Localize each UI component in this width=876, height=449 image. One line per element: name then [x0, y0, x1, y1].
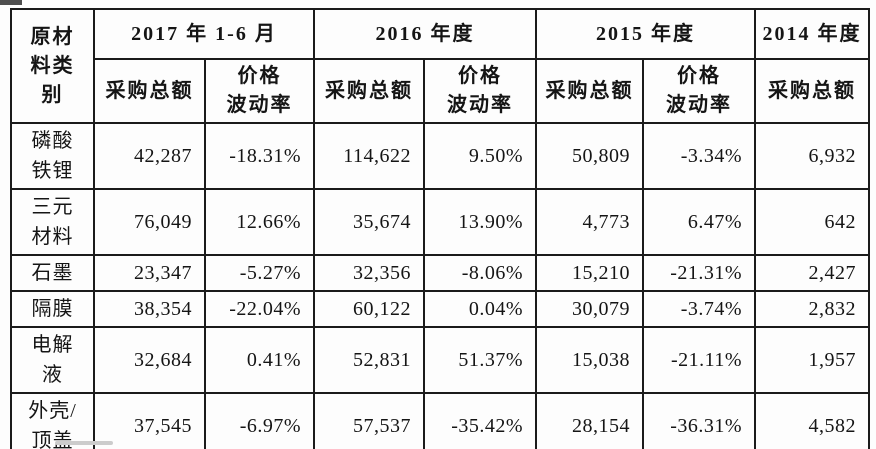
value-cell: 57,537 — [313, 392, 426, 449]
subheader-2016-purchase-total: 采购总额 — [313, 58, 426, 124]
table-row-electrolyte: 电解 液 32,684 0.41% 52,831 51.37% 15,038 -… — [10, 326, 871, 394]
material-cell: 外壳/ 顶盖 — [10, 392, 95, 449]
subheader-2017-price-volatility: 价格 波动率 — [203, 58, 316, 124]
value-cell: 50,809 — [535, 122, 645, 190]
value-cell: 6.47% — [642, 188, 757, 256]
value-cell: 32,356 — [313, 254, 426, 292]
value-cell: 6,932 — [754, 122, 871, 190]
subheader-2016-price-volatility: 价格 波动率 — [423, 58, 538, 124]
subheader-2015-price-volatility: 价格 波动率 — [642, 58, 757, 124]
header-row-metrics: 采购总额 价格 波动率 采购总额 价格 波动率 采购总额 价格 波动率 采购总额 — [11, 58, 871, 124]
value-cell: -21.11% — [642, 326, 757, 394]
value-cell: -35.42% — [423, 392, 538, 449]
value-cell: 42,287 — [93, 122, 206, 190]
value-cell: -3.34% — [642, 122, 757, 190]
material-cell: 隔膜 — [10, 290, 95, 328]
header-row-periods: 原材 料类 别 2017 年 1-6 月 2016 年度 2015 年度 201… — [10, 8, 871, 124]
value-cell: 32,684 — [93, 326, 206, 394]
value-cell: -21.31% — [642, 254, 757, 292]
material-cell: 电解 液 — [10, 326, 95, 394]
material-cell: 磷酸 铁锂 — [10, 122, 95, 190]
value-cell: 114,622 — [313, 122, 426, 190]
value-cell: 12.66% — [203, 188, 316, 256]
value-cell: 37,545 — [93, 392, 206, 449]
value-cell: 15,210 — [535, 254, 645, 292]
value-cell: 4,773 — [535, 188, 645, 256]
value-cell: 13.90% — [423, 188, 538, 256]
subheader-2014-purchase-total: 采购总额 — [754, 58, 871, 124]
table-row-casing-top-cover: 外壳/ 顶盖 37,545 -6.97% 57,537 -35.42% 28,1… — [10, 392, 871, 449]
value-cell: 1,957 — [754, 326, 871, 394]
value-cell: -6.97% — [203, 392, 316, 449]
value-cell: -5.27% — [203, 254, 316, 292]
value-cell: 2,427 — [754, 254, 871, 292]
value-cell: 4,582 — [754, 392, 871, 449]
table-row-separator-membrane: 隔膜 38,354 -22.04% 60,122 0.04% 30,079 -3… — [10, 290, 871, 328]
table-row-graphite: 石墨 23,347 -5.27% 32,356 -8.06% 15,210 -2… — [10, 254, 871, 292]
value-cell: 15,038 — [535, 326, 645, 394]
table-row-lithium-iron-phosphate: 磷酸 铁锂 42,287 -18.31% 114,622 9.50% 50,80… — [10, 122, 871, 190]
header-material-category: 原材 料类 别 — [10, 8, 95, 124]
value-cell: 9.50% — [423, 122, 538, 190]
value-cell: -8.06% — [423, 254, 538, 292]
value-cell: 76,049 — [93, 188, 206, 256]
value-cell: 51.37% — [423, 326, 538, 394]
material-cell: 三元 材料 — [10, 188, 95, 256]
value-cell: 60,122 — [313, 290, 426, 328]
value-cell: 23,347 — [93, 254, 206, 292]
value-cell: -36.31% — [642, 392, 757, 449]
value-cell: -18.31% — [203, 122, 316, 190]
subheader-2015-purchase-total: 采购总额 — [535, 58, 645, 124]
value-cell: 38,354 — [93, 290, 206, 328]
value-cell: 0.04% — [423, 290, 538, 328]
value-cell: 2,832 — [754, 290, 871, 328]
header-period-2015: 2015 年度 — [535, 8, 757, 60]
value-cell: 35,674 — [313, 188, 426, 256]
value-cell: 52,831 — [313, 326, 426, 394]
material-cell: 石墨 — [10, 254, 95, 292]
header-period-2014: 2014 年度 — [754, 8, 871, 60]
value-cell: 0.41% — [203, 326, 316, 394]
scan-artifact-top — [0, 0, 22, 5]
value-cell: -3.74% — [642, 290, 757, 328]
value-cell: 28,154 — [535, 392, 645, 449]
subheader-2017-purchase-total: 采购总额 — [93, 58, 206, 124]
table-row-ternary-material: 三元 材料 76,049 12.66% 35,674 13.90% 4,773 … — [10, 188, 871, 256]
value-cell: -22.04% — [203, 290, 316, 328]
procurement-table: 原材 料类 别 2017 年 1-6 月 2016 年度 2015 年度 201… — [10, 8, 871, 449]
value-cell: 30,079 — [535, 290, 645, 328]
scan-artifact-bottom — [55, 441, 113, 445]
header-period-2017: 2017 年 1-6 月 — [92, 8, 316, 60]
header-period-2016: 2016 年度 — [313, 8, 538, 60]
value-cell: 642 — [754, 188, 871, 256]
